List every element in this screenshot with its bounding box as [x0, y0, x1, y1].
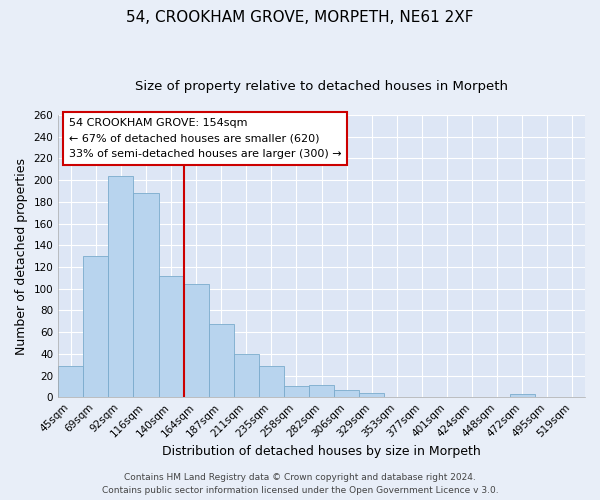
Bar — [158, 276, 184, 397]
Bar — [334, 390, 359, 397]
Bar — [58, 366, 83, 397]
Bar — [234, 354, 259, 397]
Bar — [109, 176, 133, 397]
Bar — [309, 386, 334, 397]
Bar — [284, 386, 309, 397]
Title: Size of property relative to detached houses in Morpeth: Size of property relative to detached ho… — [135, 80, 508, 93]
Bar — [83, 256, 109, 397]
Text: 54 CROOKHAM GROVE: 154sqm
← 67% of detached houses are smaller (620)
33% of semi: 54 CROOKHAM GROVE: 154sqm ← 67% of detac… — [69, 118, 341, 159]
Bar — [259, 366, 284, 397]
Bar — [359, 393, 385, 397]
Bar — [184, 284, 209, 397]
Bar — [133, 193, 158, 397]
X-axis label: Distribution of detached houses by size in Morpeth: Distribution of detached houses by size … — [162, 444, 481, 458]
Text: Contains HM Land Registry data © Crown copyright and database right 2024.
Contai: Contains HM Land Registry data © Crown c… — [101, 474, 499, 495]
Y-axis label: Number of detached properties: Number of detached properties — [15, 158, 28, 354]
Bar — [209, 324, 234, 397]
Bar — [510, 394, 535, 397]
Text: 54, CROOKHAM GROVE, MORPETH, NE61 2XF: 54, CROOKHAM GROVE, MORPETH, NE61 2XF — [126, 10, 474, 25]
